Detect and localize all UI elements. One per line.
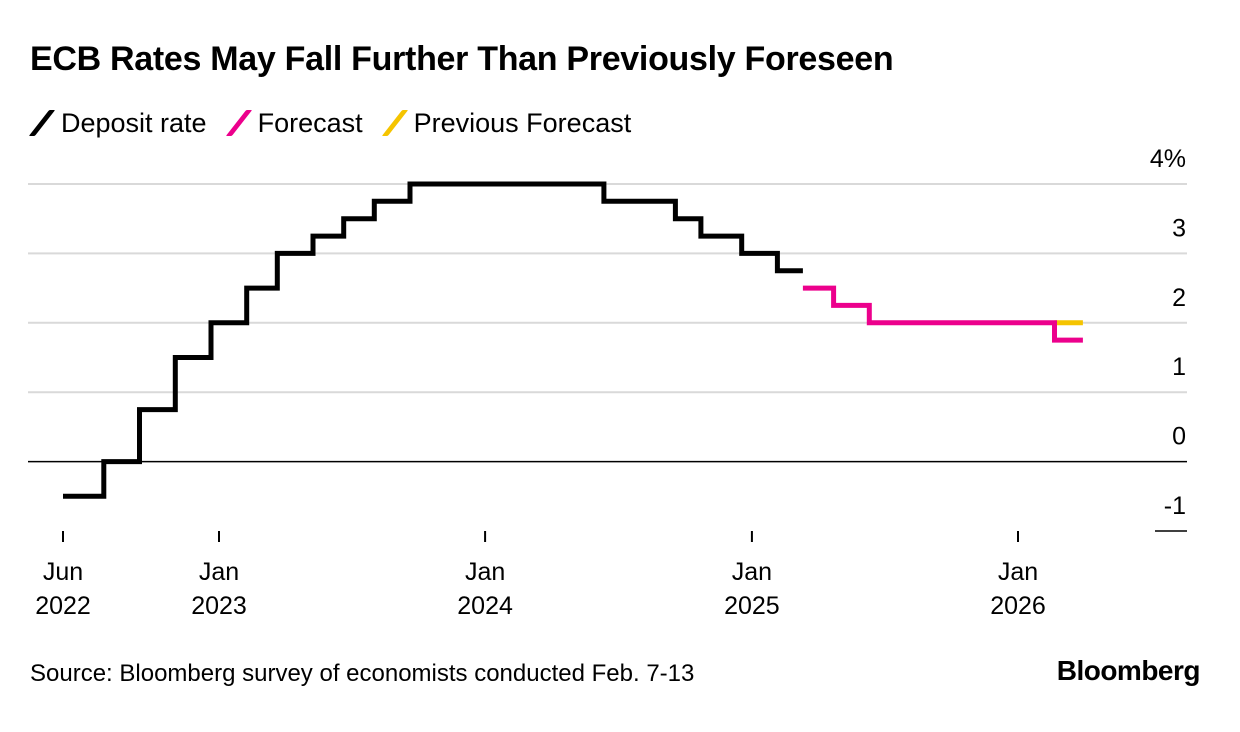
chart-plot: 4% 3 2 1 0 -1 Jun 2022 Jan 2023 Jan 2024 Jan 2025 Jan… (28, 145, 1187, 620)
legend-label-forecast: Forecast (257, 107, 363, 138)
y-axis-ticks: 4% 3 2 1 0 -1 (1150, 145, 1186, 520)
legend-item-previous-forecast: Previous Forecast (381, 107, 632, 139)
y-tick-label: 4% (1150, 145, 1186, 173)
series-line-deposit-rate (63, 181, 803, 499)
y-tick-label: 0 (1172, 423, 1186, 451)
legend-item-forecast: Forecast (225, 107, 363, 139)
y-tick-label: -1 (1164, 492, 1186, 520)
legend-item-deposit-rate: Deposit rate (28, 107, 207, 139)
x-tick-label-year: 2025 (724, 592, 780, 620)
x-tick-label-month: Jan (998, 558, 1038, 586)
series-line-forecast (802, 285, 1083, 343)
x-axis-ticks: Jun 2022 Jan 2023 Jan 2024 Jan 2025 Jan 2026 (35, 531, 1046, 620)
legend: Deposit rate Forecast Previous Forecast (28, 106, 651, 140)
x-tick-label-month: Jun (43, 558, 83, 586)
x-tick-label-year: 2026 (990, 592, 1046, 620)
source-note: Source: Bloomberg survey of economists c… (30, 660, 695, 687)
x-tick-label-year: 2022 (35, 592, 91, 620)
brand-logo: Bloomberg (1056, 655, 1201, 686)
y-tick-label: 2 (1172, 284, 1186, 312)
series-lines (63, 181, 1083, 499)
x-tick-label-month: Jan (465, 558, 505, 586)
x-tick-label-month: Jan (732, 558, 772, 586)
legend-label-deposit-rate: Deposit rate (61, 107, 207, 138)
x-tick-label-year: 2024 (457, 592, 513, 620)
y-tick-label: 3 (1172, 214, 1186, 242)
y-tick-label: 1 (1172, 353, 1186, 381)
x-tick-label-year: 2023 (191, 592, 247, 620)
x-tick-label-month: Jan (199, 558, 239, 586)
legend-label-previous-forecast: Previous Forecast (413, 107, 632, 138)
chart-title: ECB Rates May Fall Further Than Previous… (30, 40, 894, 78)
